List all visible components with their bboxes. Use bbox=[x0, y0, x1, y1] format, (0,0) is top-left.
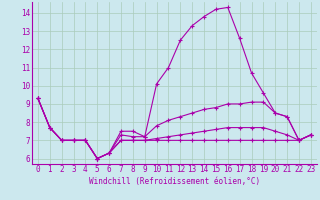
X-axis label: Windchill (Refroidissement éolien,°C): Windchill (Refroidissement éolien,°C) bbox=[89, 177, 260, 186]
